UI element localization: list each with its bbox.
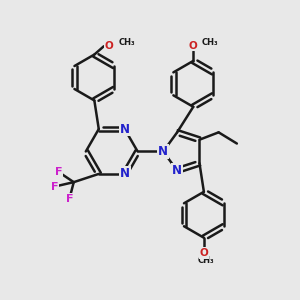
Text: F: F xyxy=(55,167,62,177)
Text: N: N xyxy=(120,167,130,180)
Text: N: N xyxy=(172,164,182,177)
Text: CH₃: CH₃ xyxy=(118,38,135,47)
Text: O: O xyxy=(105,41,113,51)
Text: O: O xyxy=(200,248,208,258)
Text: N: N xyxy=(120,122,130,136)
Text: CH₃: CH₃ xyxy=(198,256,214,265)
Text: F: F xyxy=(66,194,73,204)
Text: N: N xyxy=(158,145,168,158)
Text: F: F xyxy=(51,182,58,192)
Text: O: O xyxy=(189,40,198,51)
Text: CH₃: CH₃ xyxy=(202,38,219,46)
